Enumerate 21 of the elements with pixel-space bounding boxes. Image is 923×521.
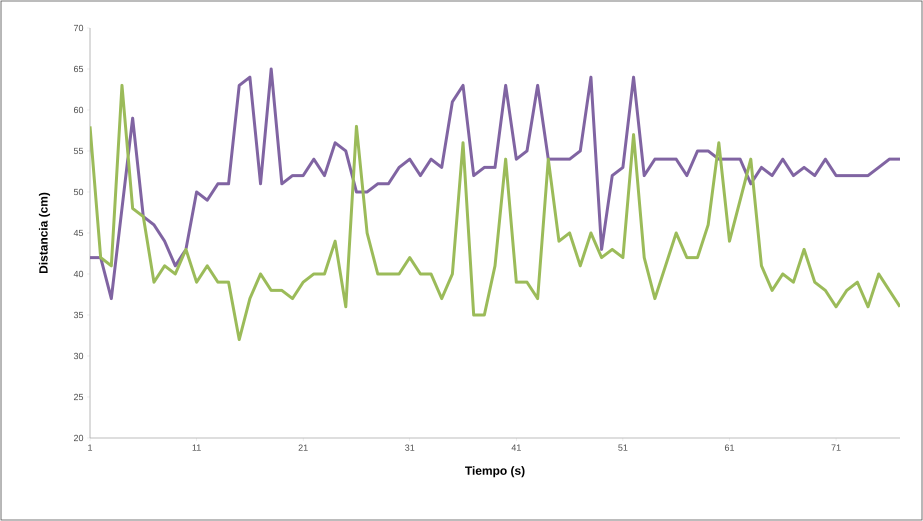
y-tick-label: 70 <box>74 24 84 32</box>
x-tick-label: 31 <box>405 444 414 451</box>
x-tick-label: 1 <box>88 444 92 451</box>
y-tick-label: 50 <box>74 188 84 196</box>
y-tick-label: 35 <box>74 312 84 318</box>
x-tick-label: 41 <box>512 444 521 451</box>
y-tick-label: 25 <box>74 394 84 400</box>
y-tick-label: 60 <box>74 106 84 114</box>
x-tick-label: 51 <box>618 444 628 451</box>
y-tick-label: 40 <box>74 270 84 278</box>
y-tick-label: 65 <box>74 66 84 72</box>
x-tick-label: 11 <box>192 444 201 451</box>
y-tick-label: 30 <box>74 352 84 360</box>
x-tick-label: 71 <box>832 444 841 451</box>
y-axis-title: Distancia (cm) <box>38 192 50 274</box>
y-tick-label: 20 <box>74 434 84 442</box>
x-axis-title: Tiempo (s) <box>465 466 525 478</box>
x-tick-label: 21 <box>298 444 308 451</box>
y-tick-label: 55 <box>74 148 84 154</box>
x-tick-label: 61 <box>724 444 734 451</box>
y-tick-label: 45 <box>74 230 84 236</box>
